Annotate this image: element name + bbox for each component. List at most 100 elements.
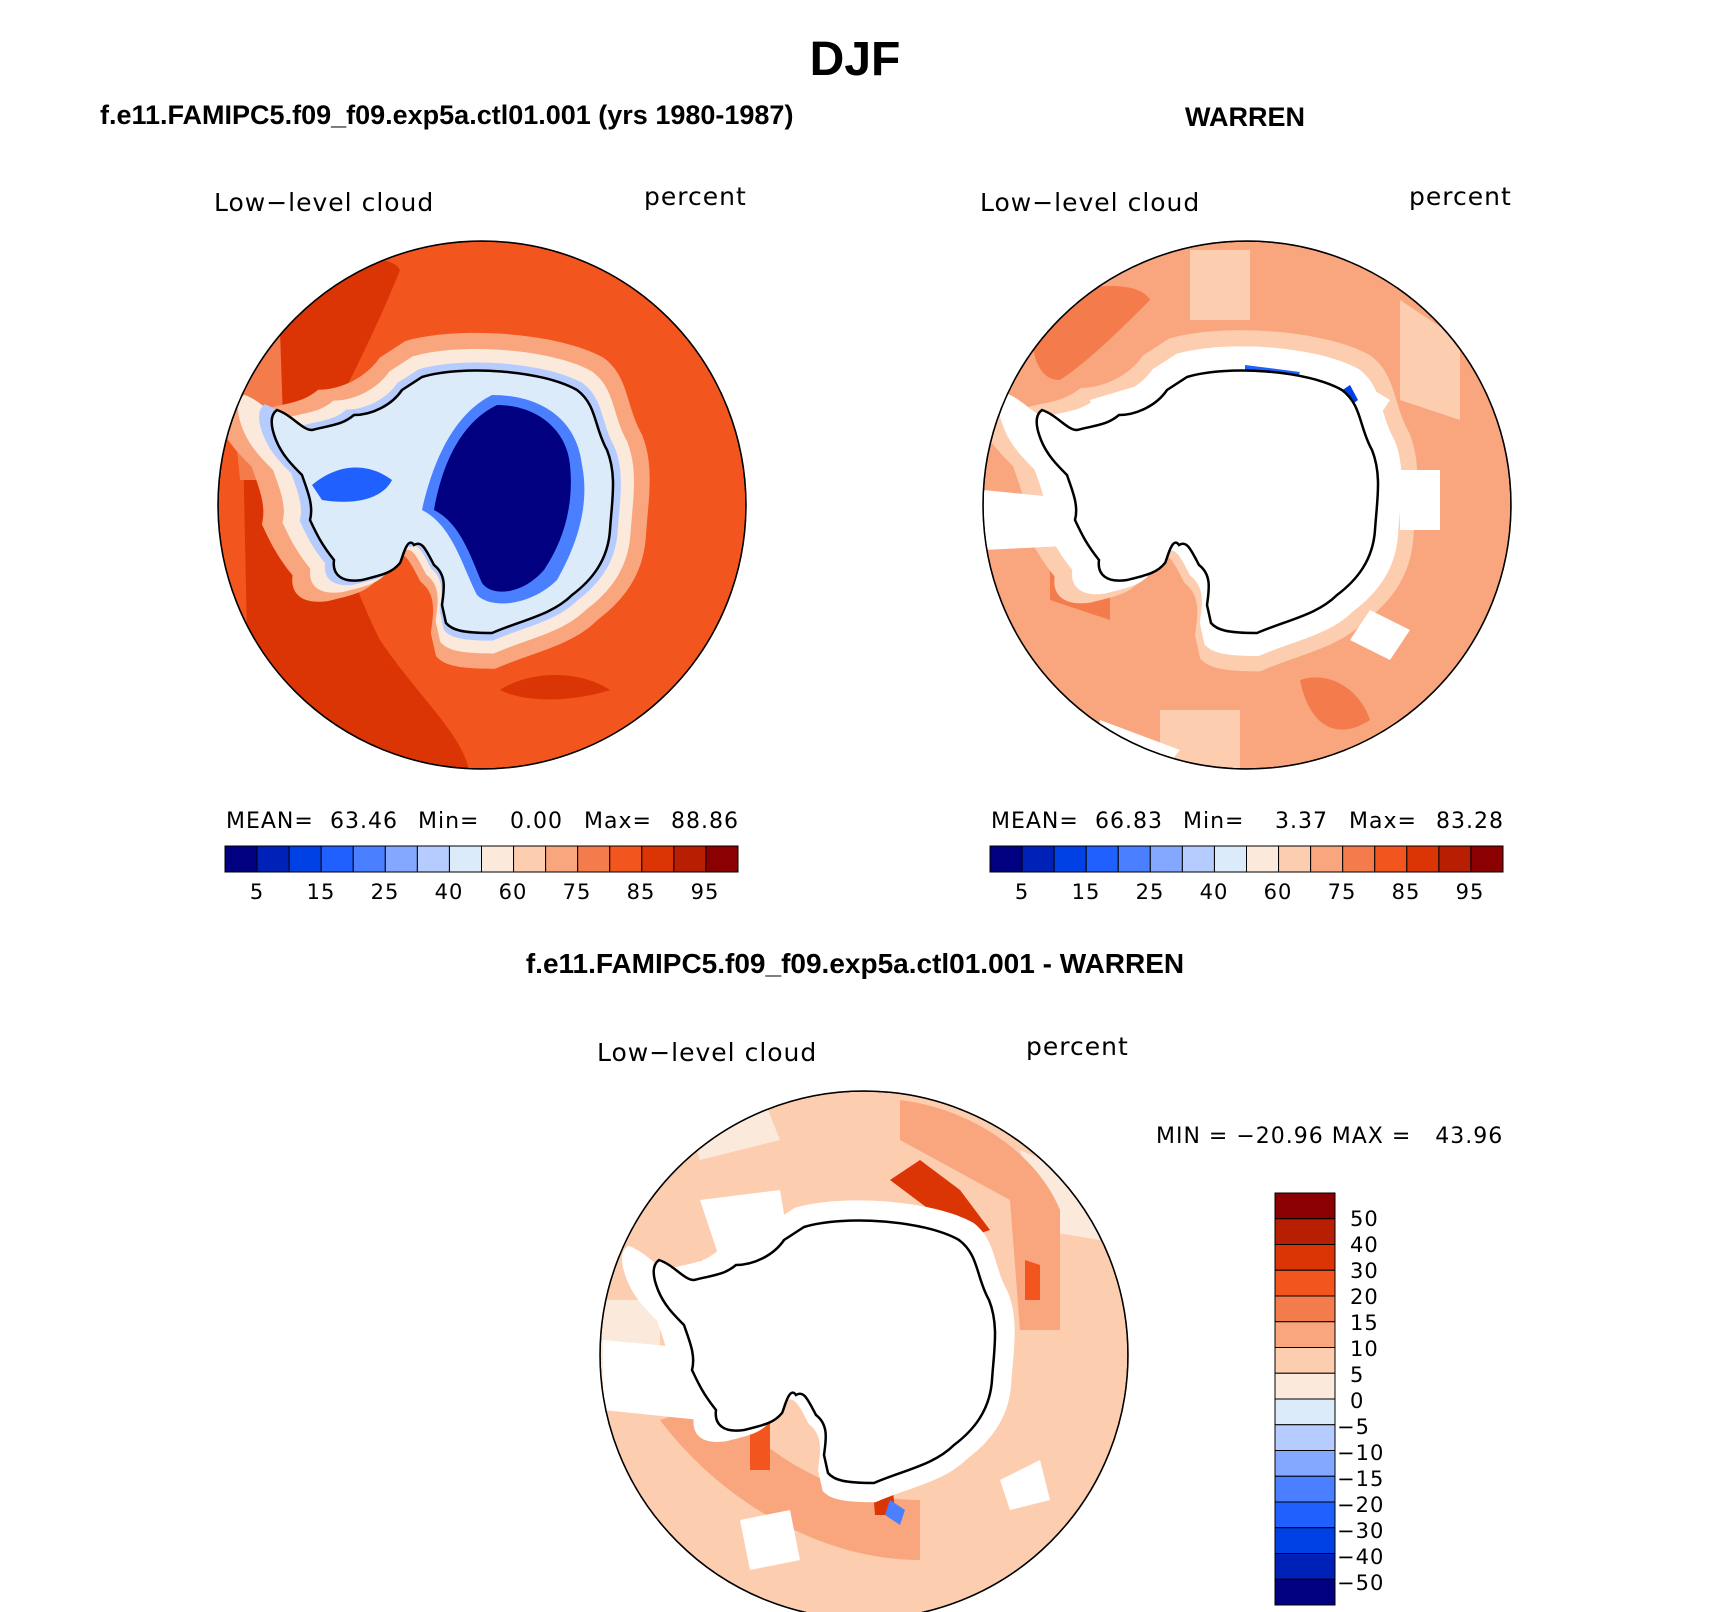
colorbar-cell xyxy=(384,845,418,873)
panel3-cb-label: 15 xyxy=(1350,1311,1379,1335)
panel2-cb-label: 5 xyxy=(1014,880,1030,904)
panel2-cb-label: 60 xyxy=(1263,880,1293,904)
panel1-cb-label: 85 xyxy=(626,880,656,904)
panel2-cb-label: 15 xyxy=(1071,880,1101,904)
colorbar-cell xyxy=(577,845,611,873)
panel1-max-label: Max= xyxy=(584,809,652,834)
colorbar-cell xyxy=(1310,845,1344,873)
colorbar-cell xyxy=(1274,1192,1336,1220)
panel1-cb-label: 95 xyxy=(690,880,720,904)
panel3-cb-label: 5 xyxy=(1350,1363,1365,1387)
panel1-cb-label: 25 xyxy=(370,880,400,904)
colorbar-cell xyxy=(256,845,290,873)
colorbar-cell xyxy=(1274,1244,1336,1271)
panel1-colorbar xyxy=(224,845,739,873)
colorbar-cell xyxy=(1278,845,1312,873)
panel1-max-value: 88.86 xyxy=(671,809,739,834)
panel1-variable-label: Low−level cloud xyxy=(214,188,435,217)
panel2-colorbar xyxy=(989,845,1504,873)
panel1-cb-label: 5 xyxy=(249,880,265,904)
colorbar-cell xyxy=(545,845,579,873)
panel3-cb-label: 20 xyxy=(1350,1285,1379,1309)
panel3-cb-label: −5 xyxy=(1337,1415,1370,1439)
panel2-cb-label: 95 xyxy=(1455,880,1485,904)
colorbar-cell xyxy=(1374,845,1408,873)
panel3-title: f.e11.FAMIPC5.f09_f09.exp5a.ctl01.001 - … xyxy=(525,948,1185,979)
panel1-cb-label: 15 xyxy=(306,880,336,904)
colorbar-cell xyxy=(224,845,258,873)
colorbar-cell xyxy=(1274,1553,1336,1580)
colorbar-cell xyxy=(1274,1269,1336,1297)
colorbar-cell xyxy=(1274,1295,1336,1323)
panel1-cb-label: 40 xyxy=(434,880,464,904)
panel3-cb-label: −20 xyxy=(1337,1493,1385,1517)
colorbar-cell xyxy=(320,845,354,873)
panel1-cb-label: 75 xyxy=(562,880,592,904)
colorbar-cell xyxy=(1149,845,1183,873)
colorbar-cell xyxy=(1470,845,1504,873)
panel2-map xyxy=(983,241,1511,769)
panel2-min-value: 3.37 xyxy=(1275,809,1328,834)
panel3-cb-label: −30 xyxy=(1337,1519,1385,1543)
panel1-min-value: 0.00 xyxy=(510,809,563,834)
colorbar-cell xyxy=(1274,1398,1336,1426)
colorbar-cell xyxy=(1274,1578,1336,1606)
colorbar-cell xyxy=(1274,1501,1336,1529)
panel3-cb-label: −10 xyxy=(1337,1441,1385,1465)
panel2-max-value: 83.28 xyxy=(1436,809,1504,834)
colorbar-cell xyxy=(1085,845,1119,873)
panel3-cb-label: −50 xyxy=(1337,1571,1385,1595)
panel3-cb-label: 50 xyxy=(1350,1207,1379,1231)
colorbar-cell xyxy=(448,845,482,873)
colorbar-cell xyxy=(1274,1424,1336,1451)
colorbar-cell xyxy=(705,845,739,873)
panel1-title: f.e11.FAMIPC5.f09_f09.exp5a.ctl01.001 (y… xyxy=(100,100,794,130)
panel1-units-label: percent xyxy=(644,182,747,211)
panel2-units-label: percent xyxy=(1409,182,1512,211)
panel1-min-label: Min= xyxy=(418,809,480,834)
panel2-mean-value: 66.83 xyxy=(1095,809,1163,834)
panel2-variable-label: Low−level cloud xyxy=(980,188,1201,217)
colorbar-cell xyxy=(989,845,1023,873)
panel2-cb-label: 40 xyxy=(1199,880,1229,904)
colorbar-cell xyxy=(1274,1450,1336,1477)
colorbar-cell xyxy=(673,845,707,873)
panel2-max-label: Max= xyxy=(1349,809,1417,834)
panel1-mean-label: MEAN= xyxy=(226,809,314,834)
panel1-cb-label: 60 xyxy=(498,880,528,904)
panel2-mean-label: MEAN= xyxy=(991,809,1079,834)
colorbar-cell xyxy=(1438,845,1472,873)
panel2-min-label: Min= xyxy=(1183,809,1245,834)
colorbar-cell xyxy=(1181,845,1215,873)
panel1-map-border xyxy=(217,240,747,770)
colorbar-cell xyxy=(288,845,322,873)
panel3-cb-label: 0 xyxy=(1350,1389,1365,1413)
panel3-map xyxy=(600,1091,1128,1612)
colorbar-cell xyxy=(1021,845,1055,873)
panel1-map xyxy=(218,241,746,769)
panel2-map-border xyxy=(982,240,1512,770)
colorbar-cell xyxy=(352,845,386,873)
colorbar-cell xyxy=(1274,1347,1336,1374)
colorbar-cell xyxy=(513,845,547,873)
panel3-cb-label: −15 xyxy=(1337,1467,1385,1491)
colorbar-cell xyxy=(1053,845,1087,873)
main-title: DJF xyxy=(809,33,901,86)
panel3-variable-label: Low−level cloud xyxy=(597,1038,818,1067)
colorbar-cell xyxy=(1274,1372,1336,1400)
colorbar-cell xyxy=(1246,845,1280,873)
colorbar-cell xyxy=(1213,845,1247,873)
panel2-cb-label: 75 xyxy=(1327,880,1357,904)
panel3-cb-label: 30 xyxy=(1350,1259,1379,1283)
colorbar-cell xyxy=(1274,1527,1336,1554)
panel3-cb-label: 10 xyxy=(1350,1337,1379,1361)
colorbar-cell xyxy=(1117,845,1151,873)
panel3-cb-label: 40 xyxy=(1350,1233,1379,1257)
colorbar-cell xyxy=(1342,845,1376,873)
panel1-mean-value: 63.46 xyxy=(330,809,398,834)
panel3-units-label: percent xyxy=(1026,1032,1129,1061)
colorbar-cell xyxy=(1274,1475,1336,1503)
panel2-cb-label: 85 xyxy=(1391,880,1421,904)
colorbar-cell xyxy=(641,845,675,873)
